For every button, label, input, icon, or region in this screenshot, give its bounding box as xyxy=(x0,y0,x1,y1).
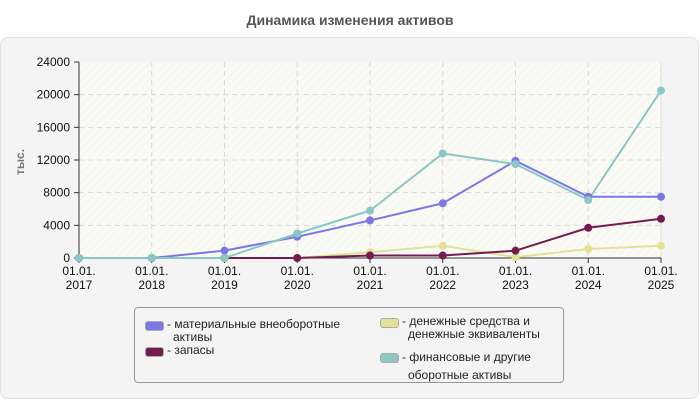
data-point[interactable] xyxy=(293,229,302,238)
data-point[interactable] xyxy=(293,254,302,262)
x-tick-label: 01.01. xyxy=(208,264,241,278)
data-point[interactable] xyxy=(220,254,229,262)
y-tick-label: 12000 xyxy=(37,153,71,167)
y-tick-label: 16000 xyxy=(37,120,71,134)
x-tick-label: 01.01. xyxy=(499,264,532,278)
x-tick-label: 2020 xyxy=(284,278,311,292)
x-tick-label: 2022 xyxy=(429,278,456,292)
data-point[interactable] xyxy=(438,149,447,158)
x-tick-label: 2023 xyxy=(502,278,529,292)
legend-label: денежные эквиваленты xyxy=(408,327,540,341)
axes: 0400080001200016000200002400001.01.20170… xyxy=(37,55,678,292)
y-tick-label: 8000 xyxy=(43,186,70,200)
x-tick-label: 2019 xyxy=(211,278,238,292)
x-tick-label: 01.01. xyxy=(135,264,168,278)
data-point[interactable] xyxy=(438,241,447,250)
data-point[interactable] xyxy=(366,216,374,225)
x-tick-label: 2018 xyxy=(138,278,165,292)
legend-swatch-icon xyxy=(145,347,164,357)
legend-label: - запасы xyxy=(167,343,215,357)
data-point[interactable] xyxy=(366,251,374,260)
x-tick-label: 2024 xyxy=(575,278,602,292)
legend-label: - финансовые и другие xyxy=(402,350,531,364)
x-tick-label: 01.01. xyxy=(353,264,386,278)
x-tick-label: 01.01. xyxy=(62,264,95,278)
data-point[interactable] xyxy=(657,192,665,201)
legend-item-cash: - денежные средства и денежные эквивалент… xyxy=(380,315,540,341)
legend-item-tangible-assets: - материальные внеоборотные активы xyxy=(145,318,340,344)
data-point[interactable] xyxy=(584,223,593,232)
series-lines xyxy=(75,86,665,262)
legend-swatch-icon xyxy=(380,318,399,328)
y-axis-label: тыс. xyxy=(13,149,27,175)
y-tick-label: 0 xyxy=(63,251,70,265)
x-tick-label: 2017 xyxy=(66,278,93,292)
data-point[interactable] xyxy=(657,86,665,95)
x-tick-label: 2021 xyxy=(357,278,384,292)
data-point[interactable] xyxy=(75,254,83,262)
data-point[interactable] xyxy=(438,199,447,208)
y-tick-label: 20000 xyxy=(37,88,71,102)
data-point[interactable] xyxy=(220,246,229,255)
legend-label: оборотные активы xyxy=(408,368,512,382)
legend-item-financial-assets: - финансовые и другие оборотные активы xyxy=(380,348,531,384)
x-tick-label: 01.01. xyxy=(426,264,459,278)
data-point[interactable] xyxy=(438,251,447,260)
y-tick-label: 4000 xyxy=(43,218,70,232)
legend-label: активы xyxy=(173,330,213,344)
data-point[interactable] xyxy=(366,206,374,215)
x-tick-label: 01.01. xyxy=(281,264,314,278)
legend-swatch-icon xyxy=(380,353,399,363)
x-tick-label: 2025 xyxy=(648,278,675,292)
data-point[interactable] xyxy=(511,253,520,262)
chart-title: Динамика изменения активов xyxy=(246,12,454,28)
data-point[interactable] xyxy=(511,160,520,169)
data-point[interactable] xyxy=(657,241,665,250)
legend-label: - материальные внеоборотные xyxy=(167,317,340,331)
data-point[interactable] xyxy=(511,246,520,255)
legend-item-inventory: - запасы xyxy=(145,344,214,357)
legend: - материальные внеоборотные активы - запа… xyxy=(134,307,564,383)
legend-swatch-icon xyxy=(145,321,164,331)
x-tick-label: 01.01. xyxy=(644,264,677,278)
data-point[interactable] xyxy=(584,196,593,205)
legend-label: - денежные средства и xyxy=(402,314,530,328)
x-tick-label: 01.01. xyxy=(572,264,605,278)
data-point[interactable] xyxy=(147,254,156,262)
data-point[interactable] xyxy=(584,245,593,254)
data-point[interactable] xyxy=(657,214,665,223)
y-tick-label: 24000 xyxy=(37,55,71,69)
